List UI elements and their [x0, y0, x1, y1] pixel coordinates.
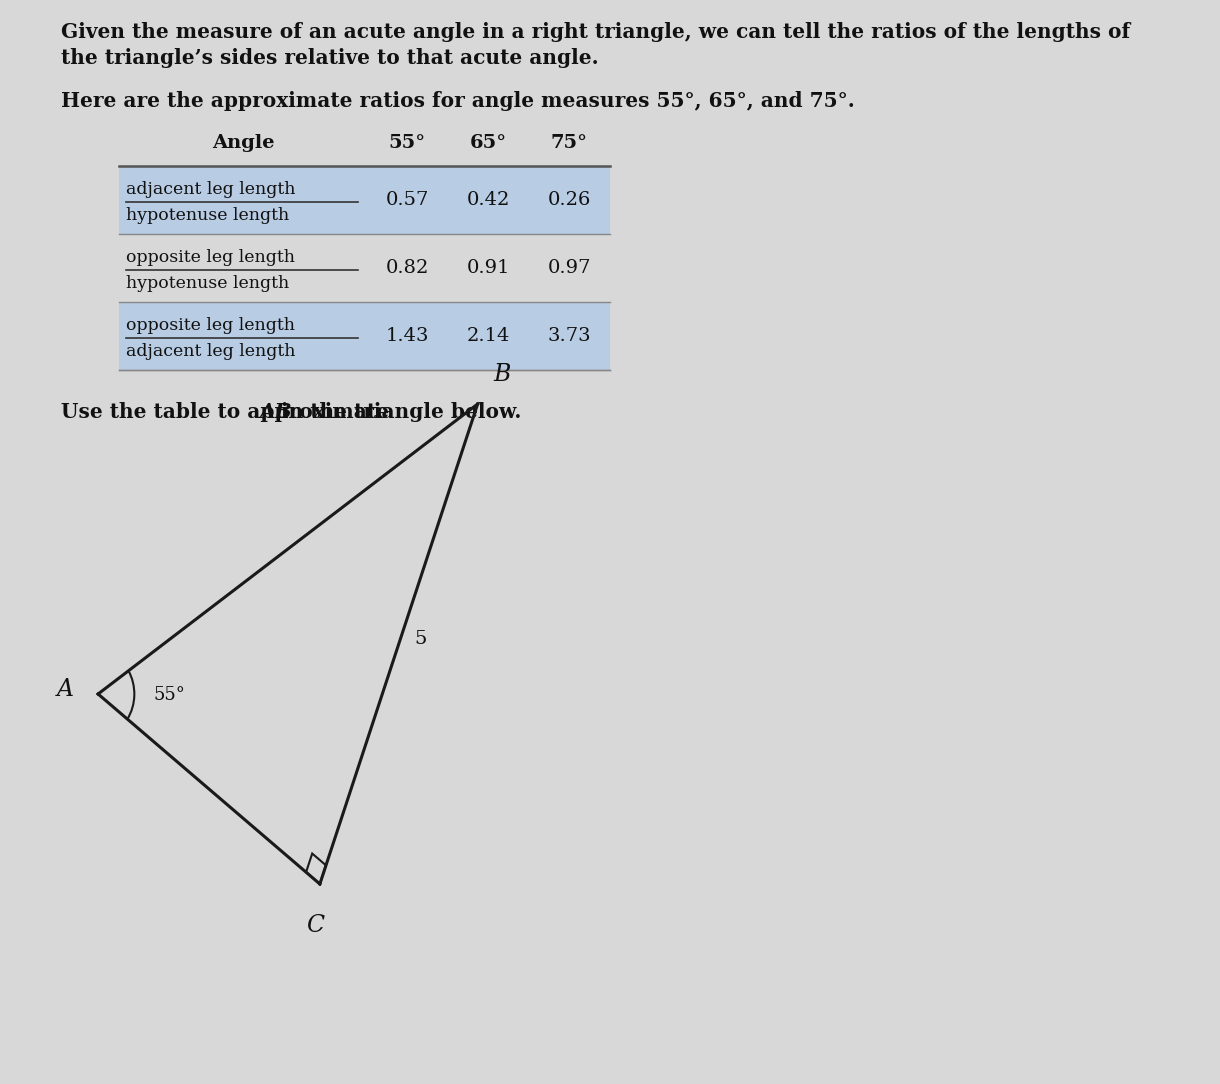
Text: in the triangle below.: in the triangle below. — [273, 402, 521, 422]
Text: 2.14: 2.14 — [466, 327, 510, 345]
Bar — [120, 302, 610, 370]
Text: hypotenuse length: hypotenuse length — [126, 275, 289, 293]
Text: 55°: 55° — [154, 686, 185, 705]
Text: 0.26: 0.26 — [548, 191, 590, 209]
Text: 65°: 65° — [470, 134, 506, 152]
Text: 0.57: 0.57 — [386, 191, 429, 209]
Bar — [120, 166, 610, 234]
Text: 0.91: 0.91 — [466, 259, 510, 278]
Text: adjacent leg length: adjacent leg length — [126, 181, 295, 198]
Text: opposite leg length: opposite leg length — [126, 318, 295, 335]
Text: 1.43: 1.43 — [386, 327, 429, 345]
Text: 3.73: 3.73 — [548, 327, 592, 345]
Text: hypotenuse length: hypotenuse length — [126, 207, 289, 224]
Text: A: A — [57, 678, 74, 700]
Text: adjacent leg length: adjacent leg length — [126, 344, 295, 361]
Text: B: B — [493, 363, 510, 386]
Text: 0.97: 0.97 — [548, 259, 590, 278]
Text: 5: 5 — [414, 630, 427, 648]
Text: C: C — [306, 914, 325, 937]
Text: 55°: 55° — [389, 134, 426, 152]
Text: Here are the approximate ratios for angle measures 55°, 65°, and 75°.: Here are the approximate ratios for angl… — [61, 91, 855, 111]
Text: opposite leg length: opposite leg length — [126, 249, 295, 267]
Text: 0.42: 0.42 — [466, 191, 510, 209]
Text: Use the table to approximate: Use the table to approximate — [61, 402, 396, 422]
Text: Given the measure of an acute angle in a right triangle, we can tell the ratios : Given the measure of an acute angle in a… — [61, 22, 1131, 42]
Text: Angle: Angle — [212, 134, 274, 152]
Text: the triangle’s sides relative to that acute angle.: the triangle’s sides relative to that ac… — [61, 48, 599, 68]
Text: 0.82: 0.82 — [386, 259, 429, 278]
Text: 75°: 75° — [551, 134, 588, 152]
Text: AB: AB — [260, 402, 292, 422]
